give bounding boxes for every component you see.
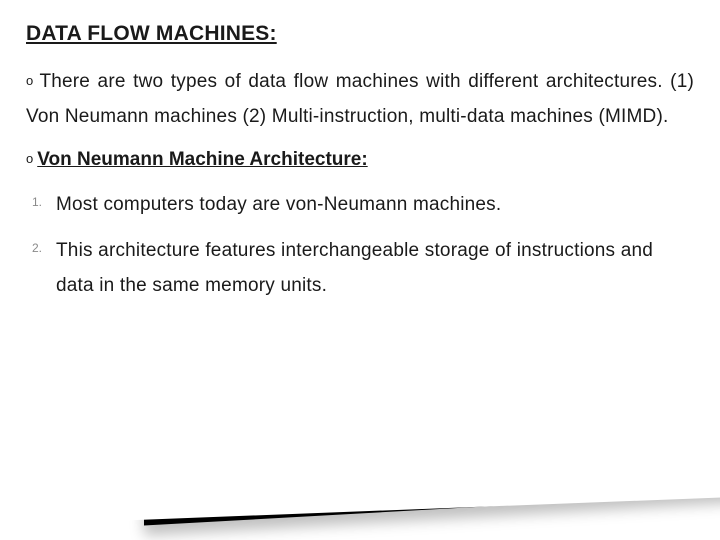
list-number: 1. xyxy=(32,187,56,209)
slide-heading: DATA FLOW MACHINES: xyxy=(26,22,694,46)
intro-text: There are two types of data flow machine… xyxy=(26,71,694,127)
intro-paragraph: oThere are two types of data flow machin… xyxy=(26,64,694,134)
subheading: Von Neumann Machine Architecture: xyxy=(37,149,367,170)
list-text: Most computers today are von-Neumann mac… xyxy=(56,187,694,222)
decor-wedge-white xyxy=(0,386,720,526)
subheading-line: o Von Neumann Machine Architecture: xyxy=(26,142,694,177)
list-number: 2. xyxy=(32,233,56,255)
bullet-icon: o xyxy=(26,151,33,166)
bullet-icon: o xyxy=(26,73,33,88)
list-item: 1. Most computers today are von-Neumann … xyxy=(32,187,694,222)
slide: DATA FLOW MACHINES: oThere are two types… xyxy=(0,0,720,540)
list-item: 2. This architecture features interchang… xyxy=(32,233,694,303)
numbered-list: 1. Most computers today are von-Neumann … xyxy=(32,187,694,302)
list-text: This architecture features interchangeab… xyxy=(56,233,694,303)
